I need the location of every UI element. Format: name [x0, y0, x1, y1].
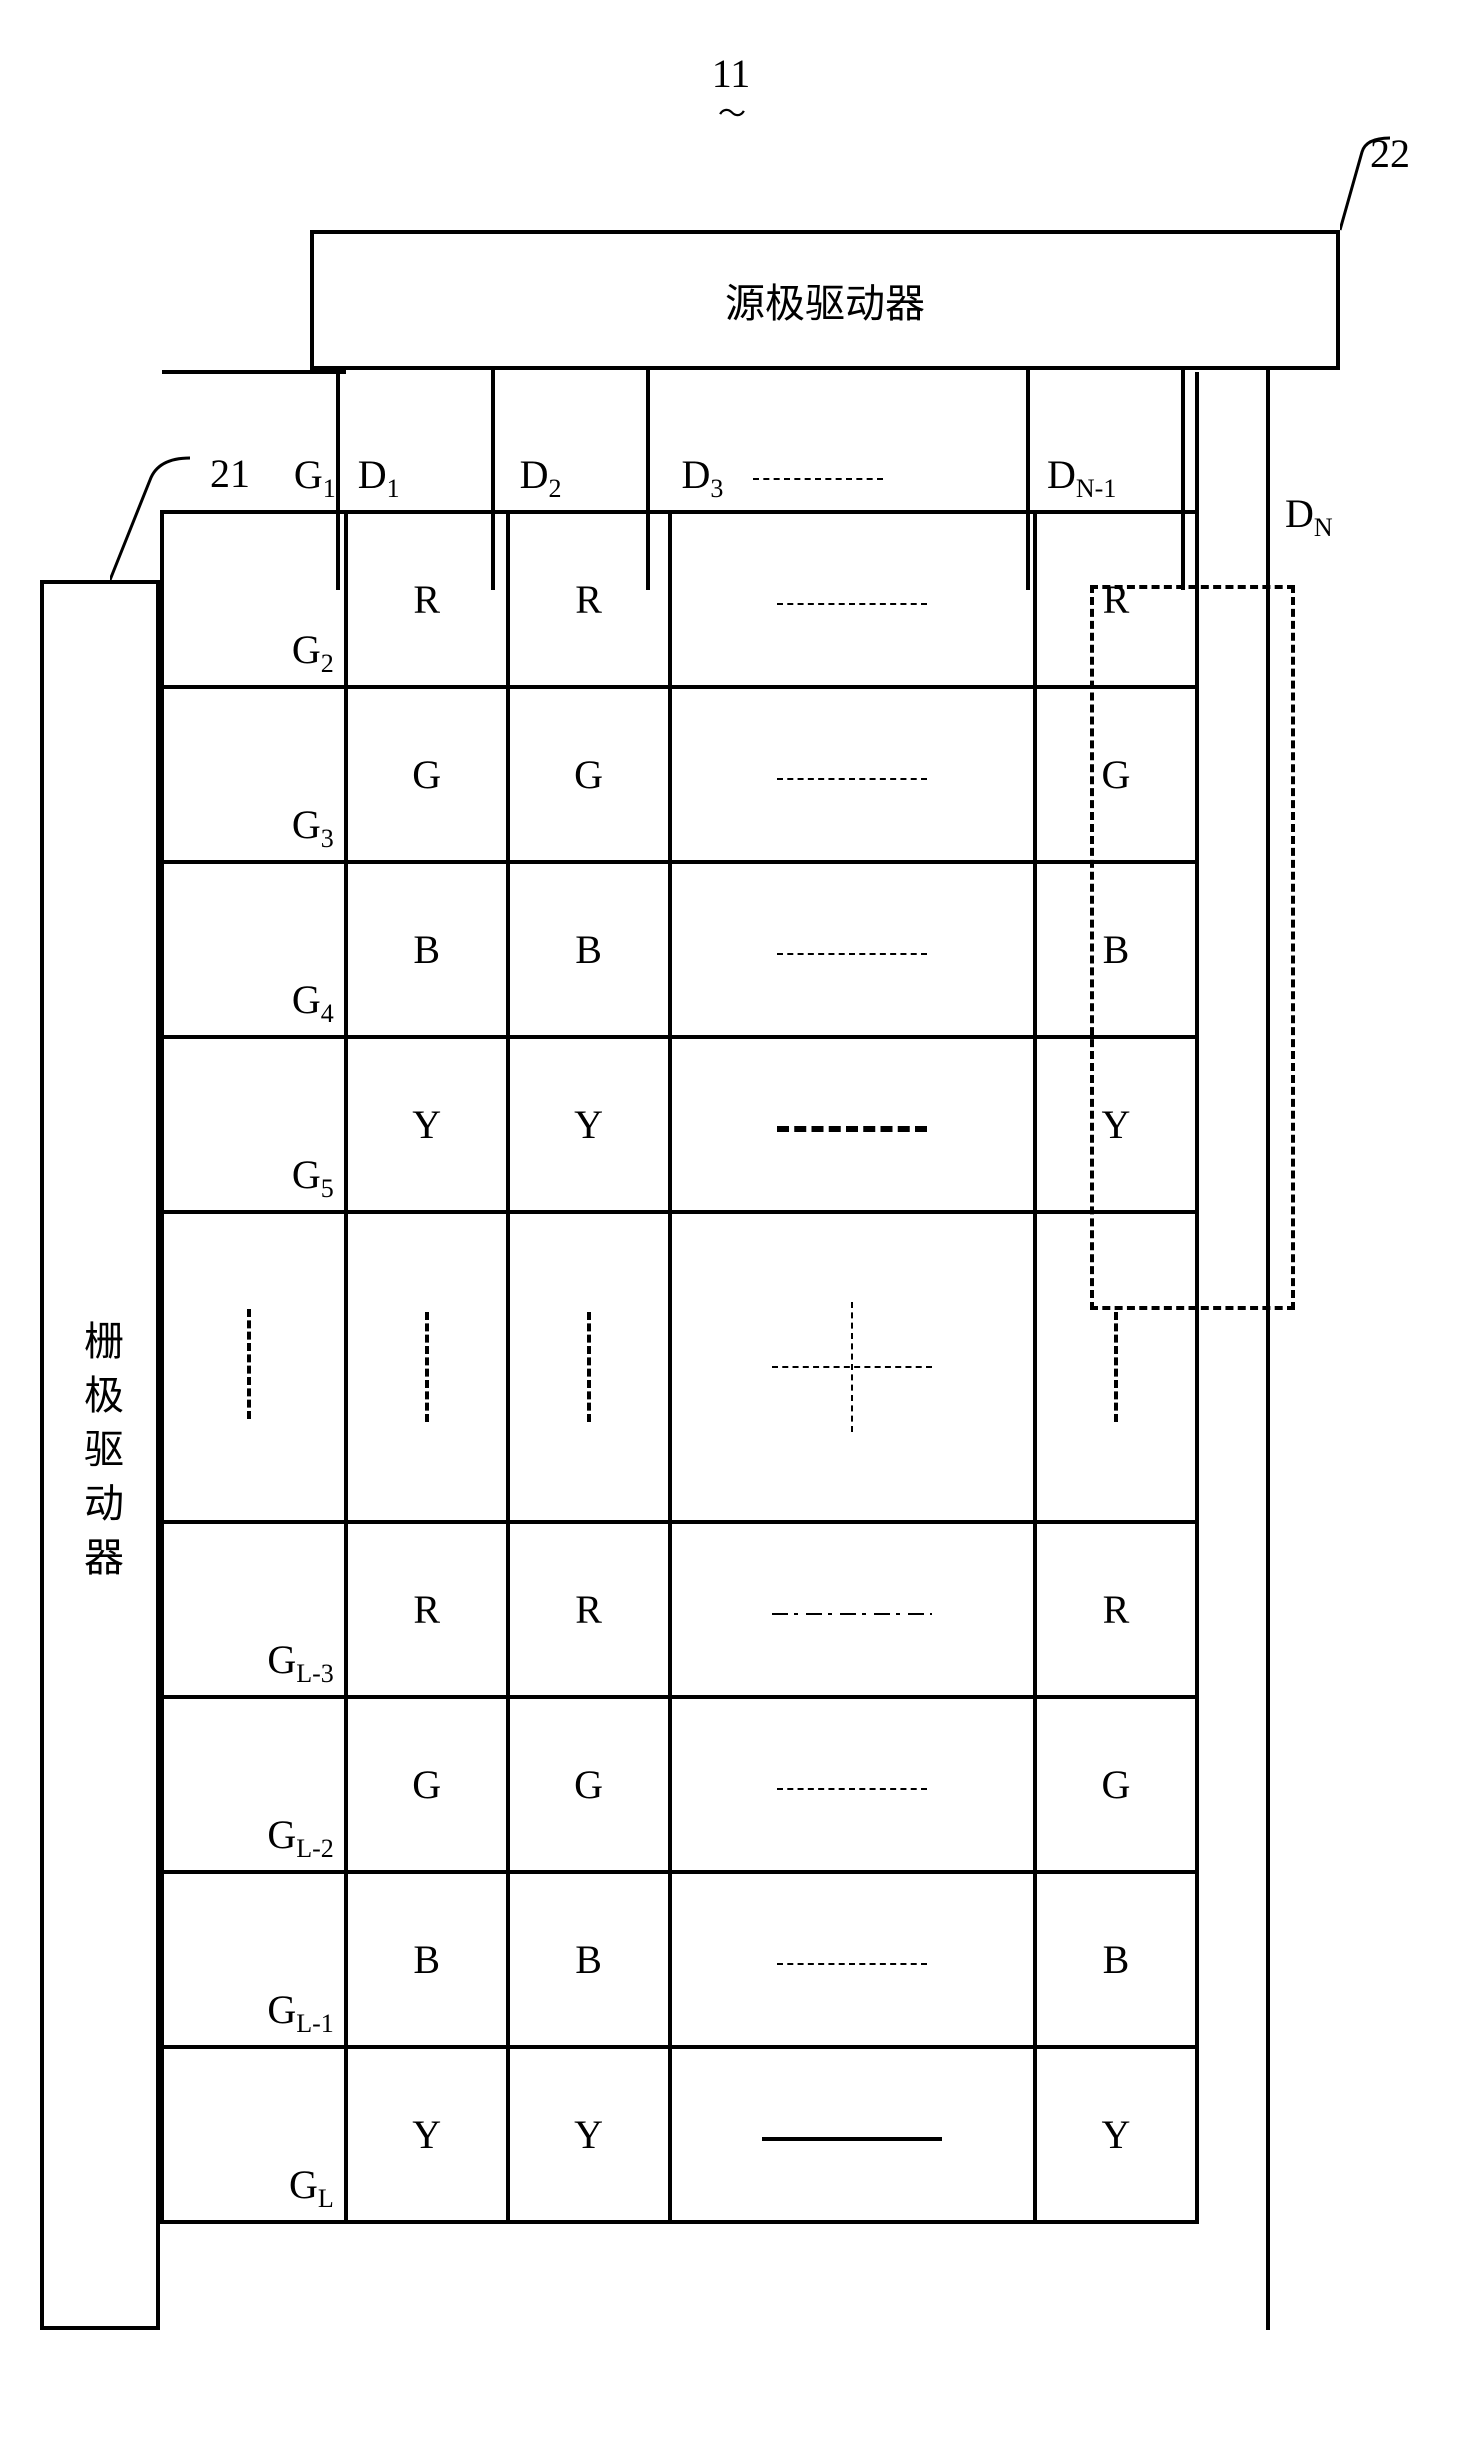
- pixel-cell: B: [1035, 1872, 1197, 2047]
- ellipsis-cell: [508, 1212, 670, 1522]
- row-label-g4: G4: [162, 862, 346, 1037]
- ellipsis-cell: [670, 2047, 1036, 2222]
- column-header-d3: D3: [670, 372, 1036, 512]
- ellipsis-cell: [670, 1872, 1036, 2047]
- pixel-cell: G: [1035, 1697, 1197, 1872]
- row-label-g1: G1: [162, 372, 346, 512]
- pixel-cell: R: [346, 512, 508, 687]
- pixel-cell: Y: [1035, 2047, 1197, 2222]
- column-header-d1: D1: [346, 372, 508, 512]
- gate-driver-box: 栅极驱动器: [40, 580, 160, 2330]
- pixel-cell: Y: [508, 1037, 670, 1212]
- pixel-cell: R: [1035, 512, 1197, 687]
- callout-label-22: 22: [1370, 130, 1410, 177]
- pixel-cell: G: [508, 687, 670, 862]
- row-label-gl-3: GL-3: [162, 1522, 346, 1697]
- ellipsis-cell: [670, 1522, 1036, 1697]
- ellipsis-cell: [670, 1037, 1036, 1212]
- ellipsis-cell: [670, 1697, 1036, 1872]
- row-label-g5: G5: [162, 1037, 346, 1212]
- pixel-cell: G: [346, 1697, 508, 1872]
- row-ellipsis: [162, 1212, 346, 1522]
- pixel-cell: R: [1035, 1522, 1197, 1697]
- figure-number: 11: [712, 50, 751, 97]
- pixel-cell: Y: [346, 1037, 508, 1212]
- pixel-cell: B: [508, 862, 670, 1037]
- pixel-cell: Y: [1035, 1037, 1197, 1212]
- pixel-cell: B: [346, 1872, 508, 2047]
- pixel-cell: R: [346, 1522, 508, 1697]
- column-header-d2: D2: [508, 372, 670, 512]
- gate-driver-label: 栅极驱动器: [71, 1320, 129, 1590]
- pixel-cell: B: [346, 862, 508, 1037]
- figure-underline-tilde: ～: [718, 92, 744, 132]
- ellipsis-cell: [1035, 1212, 1197, 1522]
- row-label-gl-1: GL-1: [162, 1872, 346, 2047]
- ellipsis-cell: [670, 1212, 1036, 1522]
- pixel-cell: R: [508, 512, 670, 687]
- pixel-cell: G: [508, 1697, 670, 1872]
- ellipsis-cell: [346, 1212, 508, 1522]
- pixel-cell: R: [508, 1522, 670, 1697]
- row-label-g2: G2: [162, 512, 346, 687]
- ellipsis-cell: [670, 687, 1036, 862]
- pixel-grid: G1 D1 D2 D3 DN-1 G2 R R R G3 G G G G4 B …: [160, 370, 1270, 2224]
- row-label-gl: GL: [162, 2047, 346, 2222]
- row-label-g3: G3: [162, 687, 346, 862]
- column-header-dn: DN: [1285, 490, 1333, 543]
- source-driver-box: 源极驱动器: [310, 230, 1340, 370]
- column-header-dn-1: DN-1: [1035, 372, 1197, 512]
- pixel-cell: Y: [346, 2047, 508, 2222]
- ellipsis-cell: [670, 512, 1036, 687]
- pixel-cell: G: [346, 687, 508, 862]
- ellipsis-cell: [670, 862, 1036, 1037]
- source-driver-label: 源极驱动器: [725, 271, 925, 329]
- pixel-cell: B: [1035, 862, 1197, 1037]
- row-label-gl-2: GL-2: [162, 1697, 346, 1872]
- pixel-cell: B: [508, 1872, 670, 2047]
- pixel-cell: G: [1035, 687, 1197, 862]
- pixel-cell: Y: [508, 2047, 670, 2222]
